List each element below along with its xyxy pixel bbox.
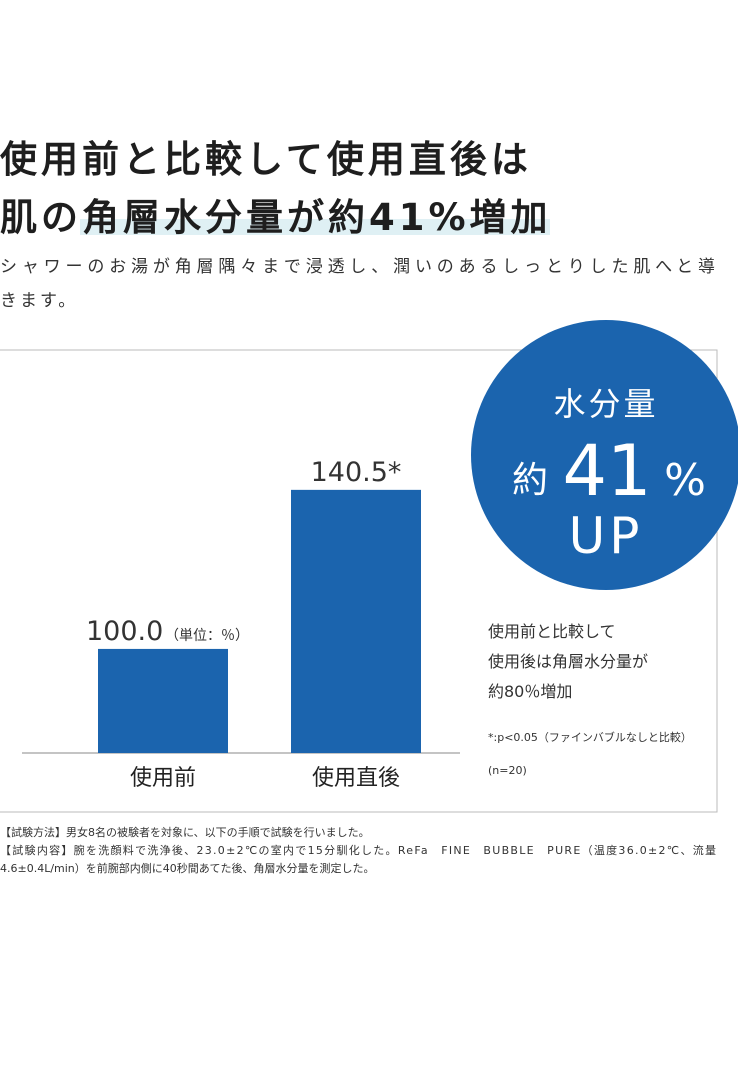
- badge-unit: %: [664, 455, 706, 506]
- footnote: (n=20): [488, 764, 527, 777]
- highlight: [80, 219, 550, 235]
- badge-suffix: UP: [569, 507, 644, 565]
- value-label: 140.5*: [311, 457, 402, 488]
- value-label: 100.0: [86, 616, 163, 647]
- footnote: *:p<0.05（ファインバブルなしと比較）: [488, 730, 692, 744]
- unit-label: （単位：％）: [165, 628, 249, 644]
- subtitle-line: シャワーのお湯が角層隅々まで浸透し、潤いのあるしっとりした肌へと導: [0, 257, 718, 277]
- badge-circle: [471, 320, 738, 590]
- bar: [98, 648, 228, 753]
- badge-label: 水分量: [553, 385, 658, 423]
- test-note: 4.6±0.4L/min）を前腕部内側に40秒間あてた後、角層水分量を測定した。: [0, 861, 375, 875]
- note-line: 使用前と比較して: [488, 622, 616, 641]
- chart-frame: [0, 349, 718, 813]
- title-line: 肌の角層水分量が約41%増加: [0, 196, 552, 239]
- category-label: 使用直後: [312, 766, 400, 791]
- test-note: 【試験内容】腕を洗顔料で洗浄後、23.0±2℃の室内で15分馴化した。ReFa …: [0, 843, 716, 857]
- title-line: 使用前と比較して使用直後は: [0, 138, 532, 181]
- badge-value: 41: [562, 430, 651, 512]
- subtitle-line: きます。: [0, 291, 78, 311]
- badge-prefix: 約: [512, 460, 548, 501]
- note-line: 使用後は角層水分量が: [488, 652, 648, 671]
- note-line: 約80％増加: [488, 682, 572, 701]
- category-label: 使用前: [130, 766, 196, 791]
- bar: [291, 489, 421, 753]
- test-note: 【試験方法】男女8名の被験者を対象に、以下の手順で試験を行いました。: [0, 825, 370, 839]
